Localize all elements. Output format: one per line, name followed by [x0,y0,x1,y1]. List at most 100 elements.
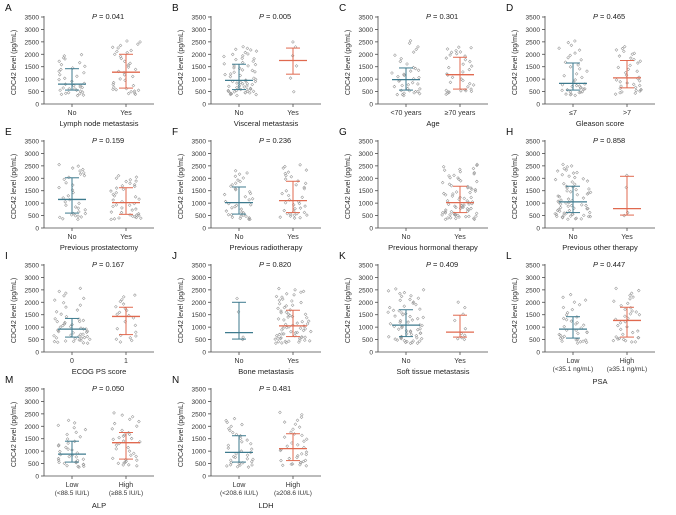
data-point [469,186,473,190]
data-point [563,60,568,64]
y-axis-title: CDC42 level (pg/mL) [178,402,185,467]
data-point [62,294,66,298]
data-point [584,203,588,208]
y-tick-label: 1500 [192,436,207,443]
data-point [623,314,627,319]
data-point [243,194,248,199]
data-point [625,301,630,306]
data-point [386,310,390,315]
data-point [118,54,123,59]
panel-letter: L [506,251,512,262]
data-point [66,193,71,198]
y-tick-label: 1000 [359,325,374,332]
data-point [227,426,231,431]
data-point [56,458,61,463]
data-point [628,312,633,316]
data-point [637,75,641,80]
data-point [230,52,235,57]
data-point [135,464,139,468]
data-point [82,81,87,86]
y-tick-label: 1000 [526,201,541,208]
data-point [276,336,280,341]
data-point [633,85,638,90]
data-point [65,463,69,468]
x-tick-label: Yes [120,234,132,241]
data-point [248,91,252,95]
data-point [620,90,624,94]
x-tick-label: Yes [454,234,466,241]
data-point [561,316,566,321]
data-point [583,87,587,91]
data-point [612,299,616,303]
data-point [112,421,117,426]
panel-n: N P = 0.481 0 500 1000 1500 2000 2500 3000 3500 CDC… [172,375,321,510]
data-point [235,85,239,90]
data-point [120,206,124,210]
data-point [564,168,569,172]
data-point [469,195,473,200]
y-tick-label: 2000 [192,424,207,431]
data-point [276,306,280,311]
data-point [222,62,227,66]
y-tick-label: 2000 [25,176,40,183]
y-tick-label: 3000 [359,151,374,158]
y-axis-title: CDC42 level (pg/mL) [512,30,519,95]
data-point [398,298,402,303]
data-point [393,337,398,341]
data-point [77,338,82,342]
data-point [245,84,249,88]
y-tick-label: 2000 [192,176,207,183]
data-point [243,90,247,95]
panel-letter: D [506,3,513,14]
data-point [280,295,284,299]
x-tick-label: No [235,110,244,117]
data-point [77,319,82,324]
data-point [81,457,86,461]
data-point [580,89,585,94]
data-point [112,217,117,221]
data-point [577,84,582,88]
y-tick-label: 500 [28,89,39,96]
data-point [279,309,283,313]
data-point [574,216,579,221]
data-point [81,93,86,97]
y-tick-label: 1000 [25,325,40,332]
data-point [121,434,126,438]
data-point [233,47,238,52]
data-point [618,327,623,332]
data-point [583,298,588,302]
data-point [447,182,452,187]
data-point [303,181,308,186]
data-point [57,460,61,465]
data-point [306,319,311,323]
x-tick-label: Low [66,482,80,489]
y-tick-label: 2500 [25,287,40,294]
data-point [76,206,81,210]
data-point [241,176,246,180]
data-point [405,86,410,91]
data-point [127,449,132,453]
data-point [445,47,450,51]
data-point [397,308,401,313]
data-point [302,338,307,343]
y-tick-label: 1500 [25,64,40,71]
data-point [59,67,63,72]
data-point [245,87,249,92]
data-point [443,217,448,222]
data-point [616,323,620,328]
data-point [110,45,115,50]
data-point [448,80,453,85]
y-axis-title: CDC42 level (pg/mL) [345,278,352,343]
data-point [445,199,450,203]
data-point [232,90,237,94]
p-value-label: P [426,260,431,269]
data-point [133,323,138,328]
data-point [65,437,70,441]
data-point [233,455,238,460]
data-point [222,54,226,59]
data-point [443,208,448,212]
data-point [419,336,424,341]
data-point [588,190,593,195]
data-point [225,464,229,468]
data-point [73,213,78,218]
